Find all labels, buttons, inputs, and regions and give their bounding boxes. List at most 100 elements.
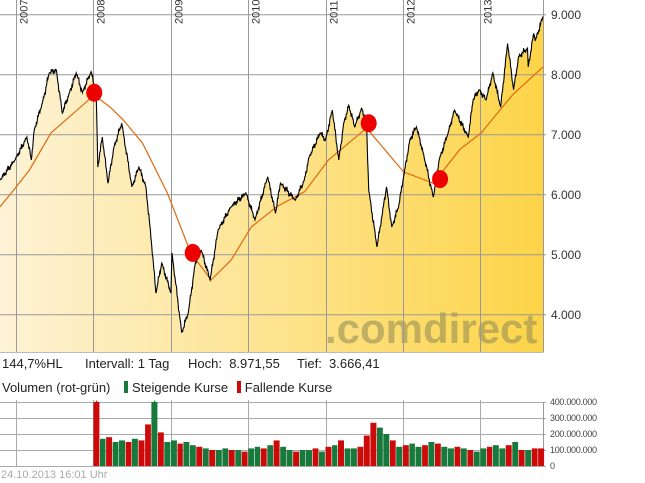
volume-bar	[125, 442, 132, 466]
volume-bar	[222, 448, 229, 466]
x-tick-label: 2013	[483, 0, 495, 24]
volume-bar	[492, 445, 499, 466]
volume-tick-label: 100.000.000	[550, 445, 597, 455]
volume-bar	[158, 432, 164, 466]
timestamp: 24.10.2013 16:01 Uhr	[1, 469, 108, 481]
volume-bar	[280, 446, 286, 466]
low-label: Tief:	[297, 356, 322, 371]
volume-bar	[454, 446, 461, 466]
range-label: 144,7%HL	[2, 356, 63, 371]
volume-bar	[325, 446, 332, 466]
volume-legend: Volumen (rot-grün) Steigende Kurse Falle…	[2, 380, 332, 395]
signal-dot	[86, 83, 103, 102]
volume-bar	[518, 450, 525, 466]
volume-bar	[312, 448, 319, 466]
volume-bar	[202, 448, 209, 466]
y-axis: 9.000 8.000 7.000 6.000 5.000 4.000	[551, 8, 581, 322]
volume-bar	[138, 440, 145, 466]
volume-bar	[170, 440, 177, 466]
volume-bar	[357, 446, 364, 466]
volume-bar	[422, 445, 428, 466]
price-area-fill	[0, 16, 543, 352]
volume-bar	[106, 437, 113, 466]
volume-bar	[377, 427, 383, 466]
price-line	[0, 16, 544, 333]
volume-bar	[145, 424, 151, 466]
volume-bar	[267, 445, 274, 466]
volume-bar	[396, 446, 403, 466]
volume-bar	[435, 443, 441, 466]
volume-bar	[151, 402, 158, 466]
volume-bar	[486, 446, 493, 466]
x-axis: 2007 2008 2009 2010 2011 2012 2013	[19, 0, 495, 24]
x-tick-label: 2012	[406, 0, 418, 24]
volume-bar	[428, 442, 435, 466]
volume-bars	[93, 400, 545, 466]
volume-bar	[273, 440, 280, 466]
volume-bar	[460, 448, 467, 466]
volume-bar	[332, 445, 338, 466]
volume-bar	[183, 442, 190, 466]
low-value: Tief: 3.666,41	[297, 356, 380, 371]
down-swatch-icon	[236, 381, 241, 393]
volume-bar	[112, 442, 119, 466]
high-value: Hoch: 8.971,55	[188, 356, 280, 371]
volume-clipped-arrow-icon	[151, 400, 158, 407]
volume-bar	[177, 443, 183, 466]
price-area	[0, 16, 543, 352]
volume-bar	[441, 446, 448, 466]
x-tick-label: 2009	[174, 0, 186, 24]
volume-bar	[409, 443, 415, 466]
x-tick-label: 2007	[19, 0, 31, 24]
x-tick-label: 2011	[329, 0, 341, 24]
volume-bar	[318, 451, 325, 466]
low-number: 3.666,41	[329, 356, 380, 371]
comdirect-watermark-logo: .comdirect	[325, 305, 537, 352]
volume-bar	[209, 450, 216, 466]
volume-bar	[350, 448, 357, 466]
volume-legend-title: Volumen (rot-grün)	[2, 380, 111, 395]
volume-bar	[93, 402, 100, 466]
grid	[0, 0, 546, 467]
legend-down-label: Fallende Kurse	[244, 380, 333, 395]
volume-bar	[370, 422, 377, 466]
volume-bar	[338, 440, 344, 466]
volume-bar	[190, 445, 196, 466]
volume-bar	[254, 446, 261, 466]
volume-tick-label: 200.000.000	[550, 429, 597, 439]
volume-bar	[344, 448, 351, 466]
volume-clipped-arrow-icon	[93, 400, 100, 407]
volume-bar	[473, 451, 480, 466]
volume-bar	[228, 450, 235, 466]
high-label: Hoch:	[188, 356, 222, 371]
volume-bar	[525, 450, 532, 466]
volume-bar	[415, 446, 422, 466]
signal-dot	[432, 170, 449, 189]
volume-bar	[480, 448, 487, 466]
high-number: 8.971,55	[229, 356, 280, 371]
volume-bar	[306, 450, 312, 466]
y-tick-label: 7.000	[551, 128, 581, 142]
price-series	[0, 16, 544, 333]
volume-tick-label: 400.000.000	[550, 397, 597, 407]
volume-bar	[164, 442, 171, 466]
y-tick-label: 4.000	[551, 308, 581, 322]
volume-bar	[131, 438, 138, 466]
interval-label: Intervall: 1 Tag	[85, 356, 170, 371]
volume-bar	[505, 445, 512, 466]
volume-bar	[119, 440, 125, 466]
volume-bar	[467, 450, 474, 466]
volume-bar	[389, 440, 396, 466]
volume-bar	[260, 448, 267, 466]
volume-bar	[100, 438, 106, 466]
volume-bar	[196, 446, 203, 466]
x-tick-label: 2008	[96, 0, 108, 24]
y-tick-label: 8.000	[551, 68, 581, 82]
volume-bar	[215, 450, 222, 466]
y-tick-label: 9.000	[551, 8, 581, 22]
volume-bar	[299, 450, 306, 466]
volume-y-axis: 400.000.000 300.000.000 200.000.000 100.…	[550, 397, 597, 471]
volume-bar	[499, 448, 506, 466]
volume-bar	[363, 435, 370, 466]
